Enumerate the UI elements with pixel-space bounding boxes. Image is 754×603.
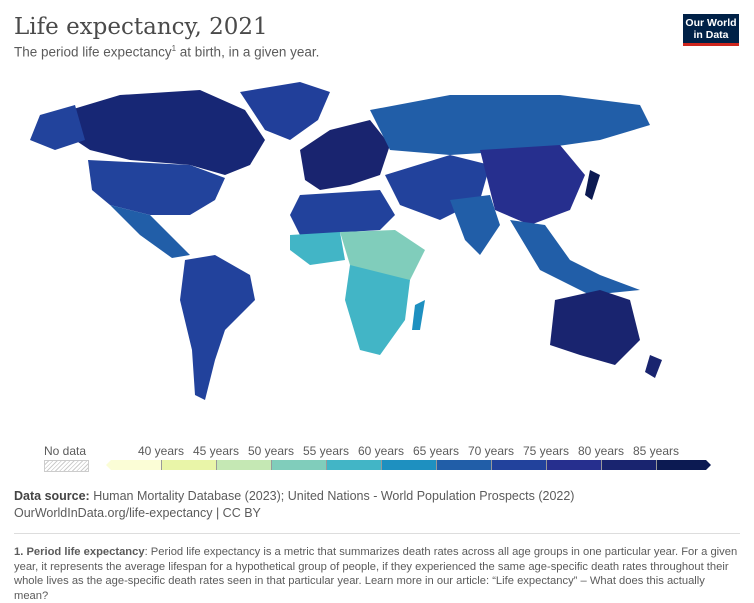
legend-tick: 55 years — [302, 444, 350, 458]
legend-bin[interactable] — [326, 460, 381, 470]
region-alaska — [30, 105, 85, 150]
legend-tick: 50 years — [247, 444, 295, 458]
region-japan — [585, 170, 600, 200]
legend-tick: 45 years — [192, 444, 240, 458]
legend-bin[interactable] — [106, 460, 161, 470]
region-greenland — [240, 82, 330, 140]
legend-tick: 85 years — [632, 444, 680, 458]
region-china — [480, 145, 585, 225]
world-map[interactable] — [0, 70, 754, 410]
legend-tick: 70 years — [467, 444, 515, 458]
region-new-zealand — [645, 355, 662, 378]
legend-bin[interactable] — [546, 460, 601, 470]
legend-bin[interactable] — [656, 460, 711, 470]
region-india — [450, 195, 500, 255]
region-west-africa — [290, 232, 345, 265]
legend-bin[interactable] — [381, 460, 436, 470]
legend-tick: 40 years — [137, 444, 185, 458]
legend-bin[interactable] — [216, 460, 271, 470]
legend-bin[interactable] — [601, 460, 656, 470]
region-north-africa — [290, 190, 395, 235]
legend-tick: 60 years — [357, 444, 405, 458]
legend-bin[interactable] — [271, 460, 326, 470]
legend-tick: 75 years — [522, 444, 570, 458]
region-russia — [370, 95, 650, 155]
no-data-label: No data — [44, 444, 87, 458]
legend-bin[interactable] — [491, 460, 546, 470]
region-madagascar — [412, 300, 425, 330]
footnote: 1. Period life expectancy: Period life e… — [14, 546, 738, 602]
region-australia — [550, 290, 640, 365]
legend-tick: 65 years — [412, 444, 460, 458]
color-legend — [106, 460, 711, 470]
legend-tick: 80 years — [577, 444, 625, 458]
region-europe — [300, 120, 390, 190]
divider — [14, 533, 740, 534]
region-canada — [60, 90, 265, 175]
region-southern-africa — [345, 265, 410, 355]
source-info: Data source: Human Mortality Database (2… — [14, 489, 575, 520]
owid-logo[interactable]: Our World in Data — [683, 14, 739, 46]
region-mexico-central — [110, 205, 190, 258]
no-data-swatch — [44, 460, 89, 472]
region-south-america — [180, 255, 255, 400]
region-usa — [88, 160, 225, 215]
legend-bin[interactable] — [161, 460, 216, 470]
source-url[interactable]: OurWorldInData.org/life-expectancy | CC … — [14, 506, 261, 520]
page-title: Life expectancy, 2021 — [14, 14, 268, 40]
region-se-asia — [510, 220, 640, 295]
legend-bin[interactable] — [436, 460, 491, 470]
region-central-africa — [340, 230, 425, 280]
subtitle: The period life expectancy1 at birth, in… — [14, 44, 320, 60]
